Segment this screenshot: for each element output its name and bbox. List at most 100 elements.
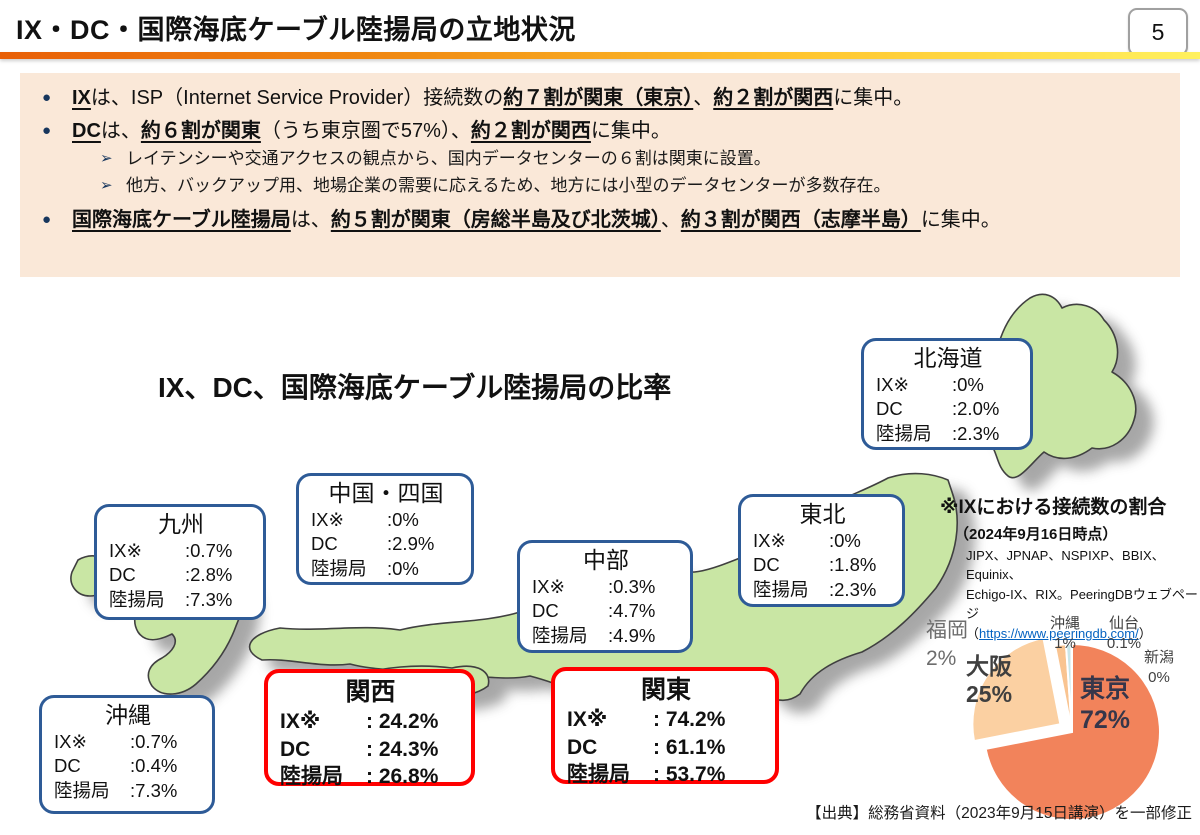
bullet-ix-text: IXは、ISP（Internet Service Provider）接続数の約７… <box>72 87 914 109</box>
region-name: 関西 <box>345 678 396 706</box>
pie-label-osaka: 大阪 25% <box>966 653 1013 708</box>
ix-share-pie-chart <box>918 610 1200 830</box>
region-landing-value: :2.3% <box>829 578 877 600</box>
sub-bullet-latency-text: レイテンシーや交通アクセスの観点から、国内データセンターの６割は関東に設置。 <box>126 149 771 168</box>
row-label-dc: DC <box>54 755 81 777</box>
title-divider <box>0 52 1200 59</box>
row-label-ix: IX※ <box>280 710 321 734</box>
bullet-icon: ● <box>42 210 52 228</box>
region-landing-value: :7.3% <box>130 779 178 801</box>
row-label-landing: 陸揚局 <box>311 557 367 579</box>
region-ix-value: :0% <box>387 508 419 530</box>
region-dc-value: : 61.1% <box>653 735 726 759</box>
row-label-ix: IX※ <box>109 539 142 561</box>
pie-label-tokyo: 東京 72% <box>1080 675 1131 735</box>
region-box-tohoku: 東北 IX※ :0% DC :1.8% 陸揚局 :2.3% <box>738 494 905 607</box>
sub-bullet-backup-text: 他方、バックアップ用、地場企業の需要に応えるため、地方には小型のデータセンターが… <box>126 175 891 195</box>
region-dc-value: :1.8% <box>829 554 877 576</box>
region-ix-value: : 74.2% <box>653 708 726 732</box>
bullet-dc-text: DCは、約６割が関東（うち東京圏で57%）、約２割が関西に集中。 <box>72 120 671 142</box>
ix-note-date: （2024年9月16日時点） <box>954 525 1118 543</box>
summary-panel: ● IXは、ISP（Internet Service Provider）接続数の… <box>20 73 1180 277</box>
region-landing-value: :7.3% <box>185 588 233 610</box>
row-label-ix: IX※ <box>567 708 608 732</box>
region-landing-value: :2.3% <box>952 422 1000 444</box>
region-ix-value: : 24.2% <box>366 710 439 734</box>
pie-label-sendai: 仙台 0.1% <box>1106 615 1142 652</box>
region-dc-value: : 24.3% <box>366 737 439 761</box>
row-label-ix: IX※ <box>876 373 909 395</box>
row-label-dc: DC <box>567 735 598 759</box>
row-label-dc: DC <box>876 398 903 420</box>
region-dc-value: :0.4% <box>130 755 178 777</box>
figure-title: IX、DC、国際海底ケーブル陸揚局の比率 <box>158 372 672 403</box>
region-ix-value: :0% <box>829 529 861 551</box>
region-name: 中国・四国 <box>328 480 444 506</box>
ix-note-sources: JIPX、JPNAP、NSPIXP、BBIX、Equinix、 Echigo-I… <box>966 547 1198 641</box>
bullet-cable-text: 国際海底ケーブル陸揚局は、約５割が関東（房総半島及び北茨城）、約３割が関西（志摩… <box>72 208 1001 231</box>
arrow-bullet-icon: ➢ <box>100 150 113 167</box>
region-name: 関東 <box>640 676 691 704</box>
row-label-ix: IX※ <box>54 730 87 752</box>
region-ix-value: :0.7% <box>185 539 233 561</box>
region-box-chubu: 中部 IX※ :0.3% DC :4.7% 陸揚局 :4.9% <box>517 540 693 653</box>
pie-label-niigata: 新潟 0% <box>1143 649 1174 686</box>
pie-svg <box>971 636 1161 821</box>
row-label-landing: 陸揚局 <box>753 578 809 600</box>
region-dc-value: :2.0% <box>952 398 1000 420</box>
peeringdb-link[interactable]: https://www.peeringdb.com/ <box>979 625 1139 641</box>
bullet-dc: ● DCは、約６割が関東（うち東京圏で57%）、約２割が関西に集中。 <box>42 118 1162 145</box>
region-box-okinawa: 沖縄 IX※ :0.7% DC :0.4% 陸揚局 :7.3% <box>39 695 215 814</box>
region-box-kansai: 関西 IX※ : 24.2% DC : 24.3% 陸揚局 : 26.8% <box>264 669 475 788</box>
map-honshu <box>248 472 958 715</box>
sub-bullet-latency: ➢ レイテンシーや交通アクセスの観点から、国内データセンターの６割は関東に設置。 <box>100 147 1162 171</box>
region-landing-value: :0% <box>387 557 419 579</box>
page-number-badge: 5 <box>1128 8 1188 56</box>
bullet-icon: ● <box>42 122 52 139</box>
region-landing-value: : 26.8% <box>366 764 439 788</box>
region-landing-value: :4.9% <box>608 624 656 646</box>
region-box-kyushu: 九州 IX※:0.7% DC:2.8% 陸揚局:7.3% <box>94 504 266 620</box>
pie-slice-sendai <box>1070 642 1073 733</box>
region-name: 北海道 <box>913 345 983 371</box>
row-label-dc: DC <box>753 554 780 576</box>
row-label-dc: DC <box>311 533 338 555</box>
region-ix-value: :0.3% <box>608 575 656 597</box>
row-label-landing: 陸揚局 <box>532 624 588 646</box>
row-label-ix: IX※ <box>753 529 786 551</box>
region-name: 東北 <box>799 501 846 527</box>
bullet-icon: ● <box>42 89 52 106</box>
region-name: 沖縄 <box>105 702 151 728</box>
row-label-landing: 陸揚局 <box>54 779 110 801</box>
row-label-landing: 陸揚局 <box>109 588 165 610</box>
row-label-dc: DC <box>532 600 559 622</box>
row-label-ix: IX※ <box>311 508 344 530</box>
region-ix-value: :0.7% <box>130 730 178 752</box>
page-title: IX・DC・国際海底ケーブル陸揚局の立地状況 <box>16 15 576 45</box>
page-number: 5 <box>1151 18 1165 45</box>
region-box-hokkaido: 北海道 IX※ :0% DC :2.0% 陸揚局 :2.3% <box>861 338 1033 450</box>
region-name: 中部 <box>583 547 629 573</box>
region-box-kanto: 関東 IX※ : 74.2% DC : 61.1% 陸揚局 : 53.7% <box>551 667 779 786</box>
arrow-bullet-icon: ➢ <box>100 176 113 194</box>
region-name: 九州 <box>158 511 204 537</box>
bullet-cable: ● 国際海底ケーブル陸揚局は、約５割が関東（房総半島及び北茨城）、約３割が関西（… <box>42 207 1162 234</box>
pie-label-fukuoka: 福岡 2% <box>926 619 968 671</box>
row-label-ix: IX※ <box>532 575 565 597</box>
pie-label-okinawa: 沖縄 1% <box>1049 615 1080 652</box>
row-label-landing: 陸揚局 <box>567 762 630 786</box>
region-dc-value: :4.7% <box>608 600 656 622</box>
region-landing-value: : 53.7% <box>653 762 726 786</box>
region-dc-value: :2.9% <box>387 533 435 555</box>
pie-slice-osaka <box>971 636 1062 743</box>
row-label-landing: 陸揚局 <box>876 422 932 444</box>
region-ix-value: :0% <box>952 373 984 395</box>
row-label-landing: 陸揚局 <box>280 764 343 788</box>
ix-note: ※IXにおける接続数の割合 （2024年9月16日時点） JIPX、JPNAP、… <box>940 497 1198 643</box>
row-label-dc: DC <box>280 737 311 761</box>
ix-note-title: ※IXにおける接続数の割合 <box>940 497 1167 518</box>
row-label-dc: DC <box>109 564 136 586</box>
bullet-ix: ● IXは、ISP（Internet Service Provider）接続数の… <box>42 85 1162 112</box>
region-box-chugoku-shikoku: 中国・四国 IX※ :0% DC :2.9% 陸揚局 :0% <box>296 473 474 585</box>
source-attribution: 【出典】総務省資料（2023年9月15日講演）を一部修正 <box>806 805 1192 822</box>
